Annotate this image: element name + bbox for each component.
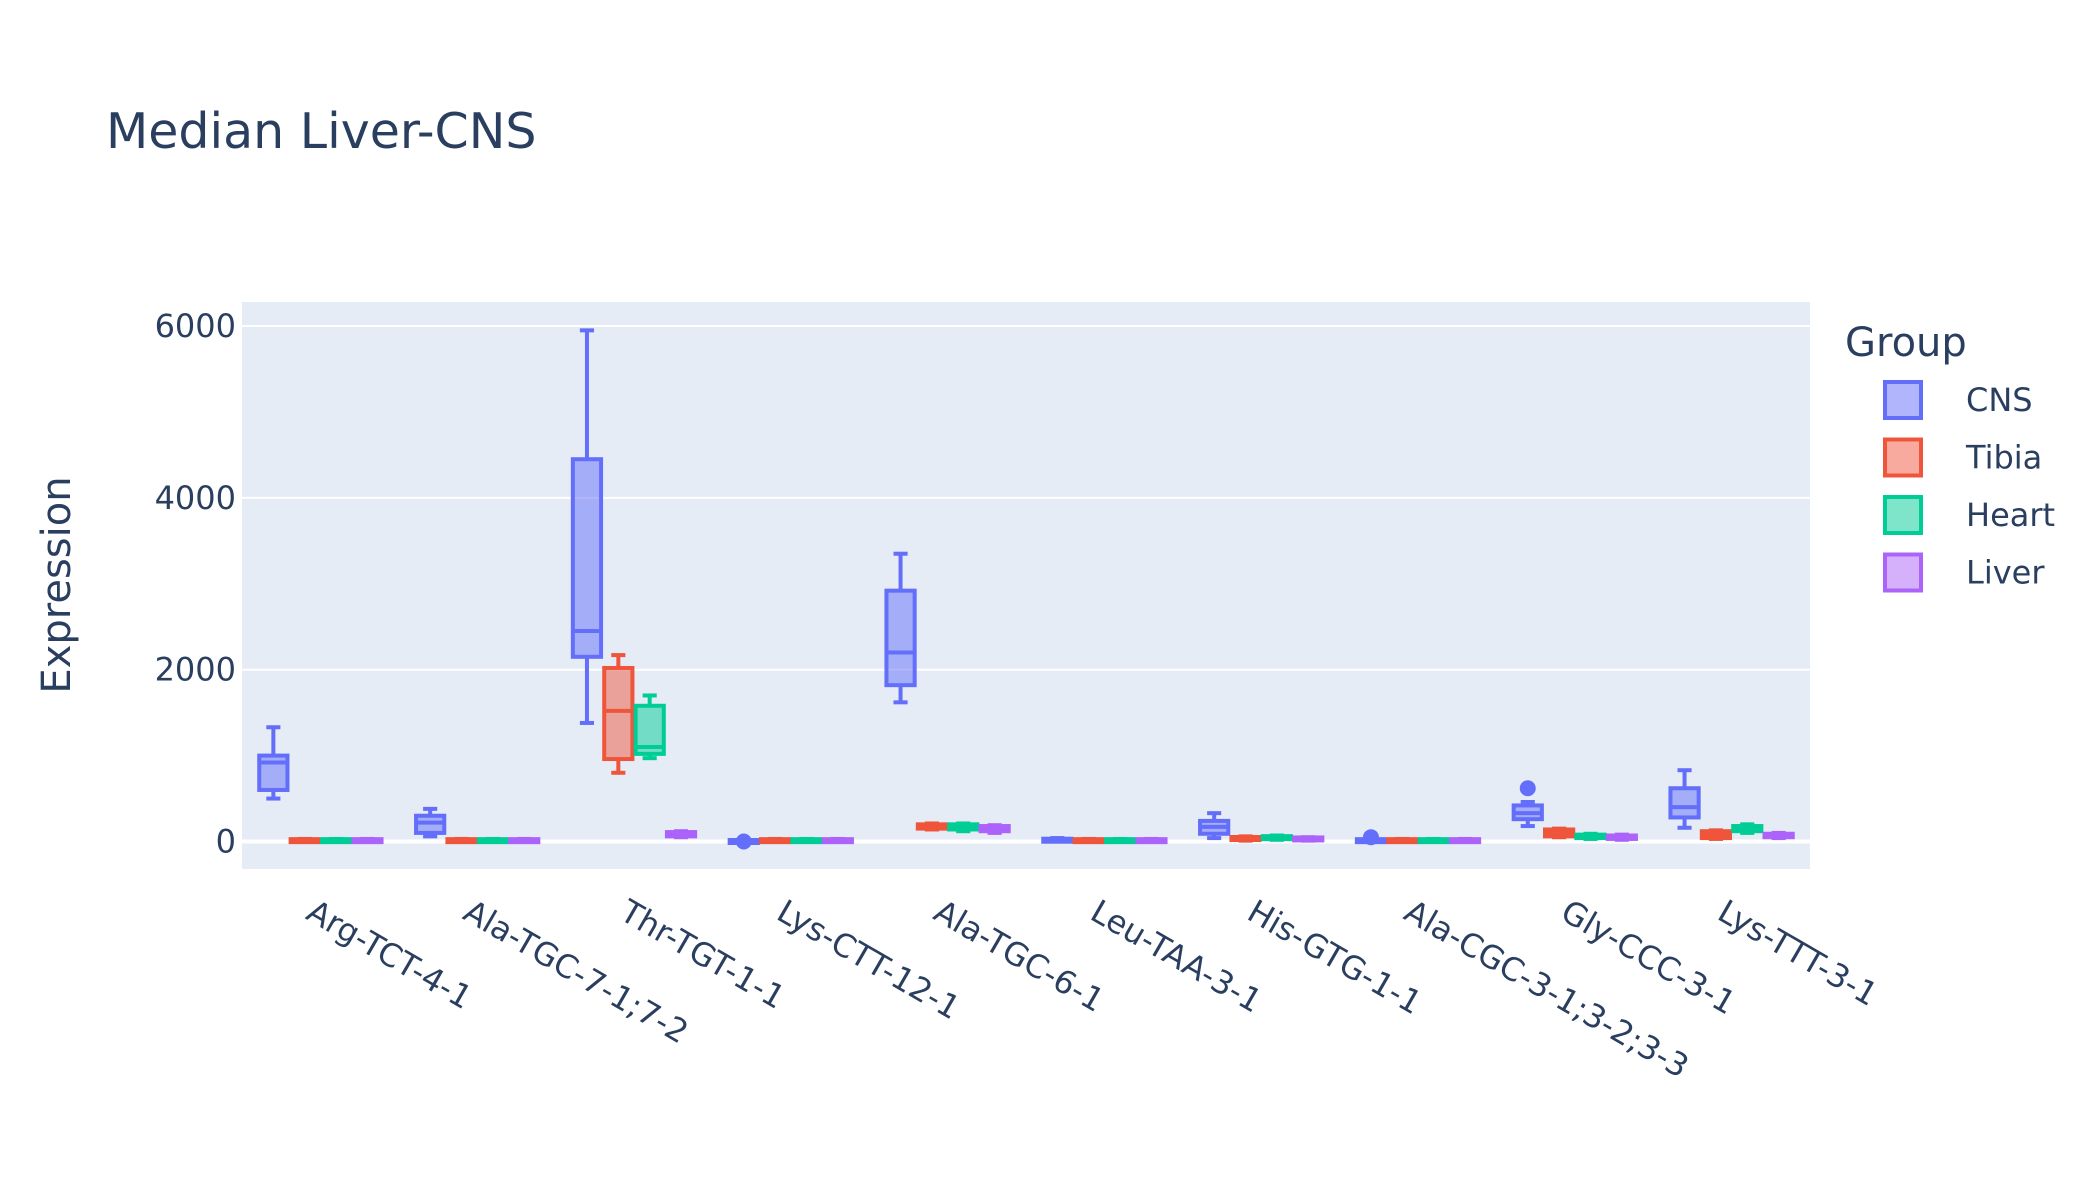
box-heart-9[interactable]: [1731, 822, 1764, 835]
box-liver-6[interactable]: [1292, 835, 1325, 843]
legend-swatch: [1883, 495, 1923, 535]
box-heart-8[interactable]: [1574, 831, 1607, 841]
box-tibia-4[interactable]: [915, 821, 949, 832]
x-tick-label: Arg-TCT-4-1: [300, 892, 478, 1017]
legend-swatch: [1883, 552, 1923, 593]
box-liver-7[interactable]: [1448, 836, 1482, 845]
box-liver-2[interactable]: [664, 829, 698, 840]
box-heart-1[interactable]: [476, 836, 509, 845]
box-body: [1668, 786, 1701, 820]
x-axis-ticks: Arg-TCT-4-1Ala-TGC-7-1;7-2Thr-TGT-1-1Lys…: [300, 892, 1884, 1086]
box-tibia-8[interactable]: [1543, 826, 1576, 840]
box-tibia-2[interactable]: [602, 653, 635, 775]
box-body: [884, 588, 917, 688]
y-axis-label: Expression: [34, 476, 80, 693]
plot-background: [242, 302, 1810, 869]
y-tick-label: 0: [216, 823, 236, 861]
box-tibia-7[interactable]: [1386, 836, 1419, 845]
box-liver-3[interactable]: [821, 836, 854, 845]
y-tick-label: 4000: [155, 479, 236, 517]
legend-swatch: [1883, 380, 1923, 420]
box-heart-6[interactable]: [1260, 833, 1293, 842]
y-tick-label: 2000: [155, 651, 236, 689]
legend-item-tibia[interactable]: Tibia: [1883, 437, 2042, 478]
legend-item-heart[interactable]: Heart: [1883, 495, 2055, 535]
legend-item-liver[interactable]: Liver: [1883, 552, 2045, 593]
box-cns-8[interactable]: [1511, 780, 1544, 829]
box-cns-2[interactable]: [570, 328, 604, 725]
box-heart-4[interactable]: [947, 821, 980, 834]
box-tibia-6[interactable]: [1229, 834, 1262, 843]
box-liver-8[interactable]: [1605, 832, 1638, 842]
legend-label: CNS: [1966, 381, 2033, 419]
box-tibia-9[interactable]: [1699, 828, 1733, 841]
box-tibia-0[interactable]: [288, 836, 321, 845]
legend-title: Group: [1845, 320, 1967, 366]
box-cns-3[interactable]: [727, 833, 760, 850]
box-heart-2[interactable]: [633, 693, 666, 761]
legend-item-cns[interactable]: CNS: [1883, 380, 2033, 420]
box-tibia-3[interactable]: [759, 836, 792, 845]
box-cns-0[interactable]: [257, 725, 290, 801]
box-heart-0[interactable]: [319, 836, 353, 845]
x-tick-label: Leu-TAA-3-1: [1084, 892, 1268, 1020]
outlier-point[interactable]: [735, 833, 752, 850]
box-cns-1[interactable]: [414, 806, 447, 839]
y-tick-label: 6000: [155, 307, 236, 345]
legend-label: Liver: [1966, 554, 2045, 592]
legend-swatch: [1883, 437, 1923, 478]
box-liver-9[interactable]: [1762, 830, 1795, 841]
box-heart-7[interactable]: [1417, 836, 1450, 845]
box-cns-6[interactable]: [1198, 811, 1231, 841]
box-liver-0[interactable]: [351, 836, 384, 845]
legend[interactable]: Group CNS Tibia Heart Liver: [1845, 320, 2055, 593]
box-tibia-1[interactable]: [445, 836, 478, 845]
legend-label: Tibia: [1965, 439, 2042, 477]
box-cns-4[interactable]: [884, 551, 917, 705]
box-body: [570, 457, 604, 659]
box-cns-9[interactable]: [1668, 768, 1701, 830]
legend-label: Heart: [1966, 496, 2055, 534]
box-tibia-5[interactable]: [1072, 836, 1105, 845]
box-body: [602, 665, 635, 762]
chart-title: Median Liver-CNS: [106, 103, 537, 160]
box-heart-3[interactable]: [790, 836, 823, 845]
x-tick-label: His-GTG-1-1: [1241, 892, 1428, 1022]
box-cns-7[interactable]: [1354, 829, 1388, 846]
x-tick-label: Ala-CGC-3-1;3-2;3-3: [1398, 892, 1695, 1086]
box-liver-5[interactable]: [1135, 836, 1168, 845]
box-series: [257, 328, 1795, 850]
outlier-point[interactable]: [1362, 829, 1379, 846]
box-liver-1[interactable]: [508, 836, 541, 845]
box-liver-4[interactable]: [978, 823, 1011, 835]
box-heart-5[interactable]: [1103, 836, 1137, 845]
outlier-point[interactable]: [1519, 780, 1536, 797]
y-axis-ticks: 0 2000 4000 6000: [155, 307, 236, 860]
box-cns-5[interactable]: [1041, 836, 1074, 844]
